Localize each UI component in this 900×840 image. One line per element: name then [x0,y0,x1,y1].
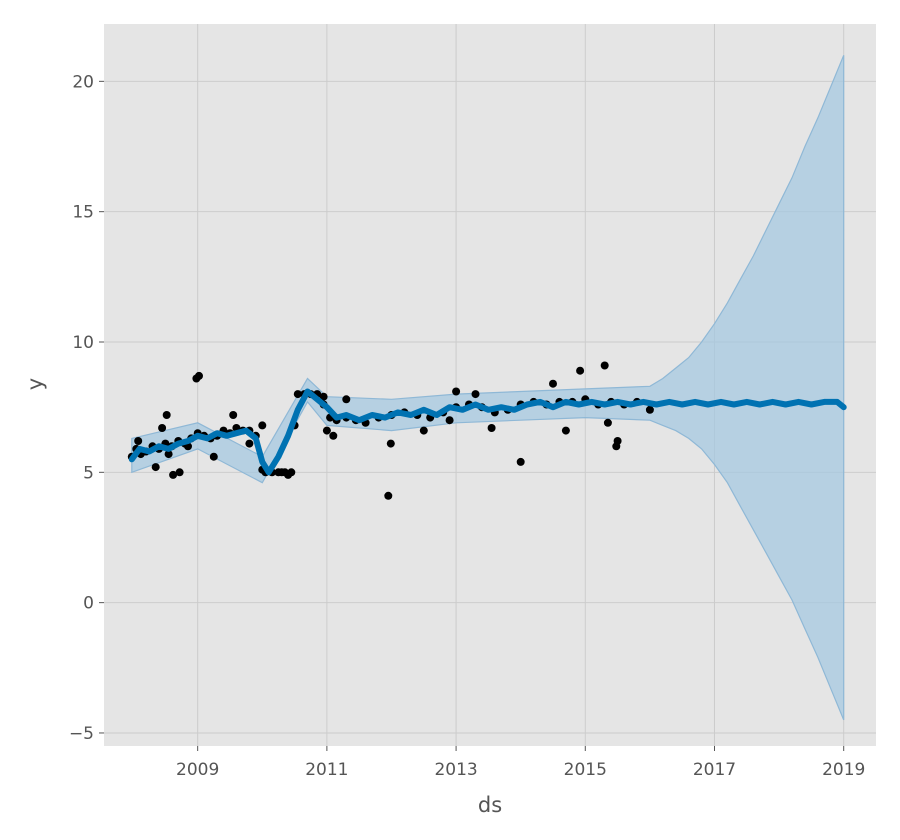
observed-point [195,371,203,380]
observed-point [516,457,525,466]
observed-point [487,424,496,432]
observed-point [576,366,585,375]
observed-point [245,439,254,448]
x-axis-ticks: 2009 2011 2013 2015 2017 2019 [176,746,865,780]
forecast-line [128,388,847,476]
observed-point [613,437,622,445]
y-tick-label: 0 [83,594,94,614]
x-tick-label: 2019 [822,760,865,780]
y-tick-label: 20 [72,72,94,92]
observed-point [229,411,238,419]
observed-point [342,395,351,404]
observed-point [384,491,393,500]
observed-point [452,387,461,396]
observed-point [162,411,171,419]
forecast-series-line [128,388,847,476]
x-tick-label: 2015 [564,760,607,780]
observed-point [209,452,218,461]
x-tick-label: 2013 [434,760,477,780]
x-axis-title: ds [478,793,502,817]
observed-point [164,450,173,459]
x-tick-label: 2011 [305,760,348,780]
observed-point [175,468,184,477]
observed-point [169,470,178,479]
observed-point [258,421,267,430]
observed-point [284,470,293,479]
observed-point [151,463,160,472]
observed-point [329,431,338,440]
observed-point [645,405,654,414]
observed-point [419,426,428,435]
observed-point [603,418,612,427]
y-axis-title: y [23,378,47,390]
x-tick-label: 2017 [693,760,736,780]
observed-point [277,468,286,477]
x-tick-label: 2009 [176,760,219,780]
uncertainty-interval-area [131,55,845,721]
y-tick-label: 5 [83,463,94,483]
observed-point [134,437,143,445]
uncertainty-band [131,55,845,721]
observed-point [322,426,331,435]
observed-point [445,416,454,425]
observed-point [158,424,167,432]
observed-point [319,392,328,401]
observed-point [561,426,570,435]
y-tick-label: −5 [69,724,94,744]
observed-point [293,390,302,399]
observed-point [549,379,557,388]
observed-point [600,361,609,370]
y-tick-label: 10 [72,333,94,353]
y-axis-ticks: −5 0 5 10 15 20 [69,72,104,744]
y-tick-label: 15 [72,203,94,223]
observed-point [471,390,480,399]
observed-point [386,439,395,448]
